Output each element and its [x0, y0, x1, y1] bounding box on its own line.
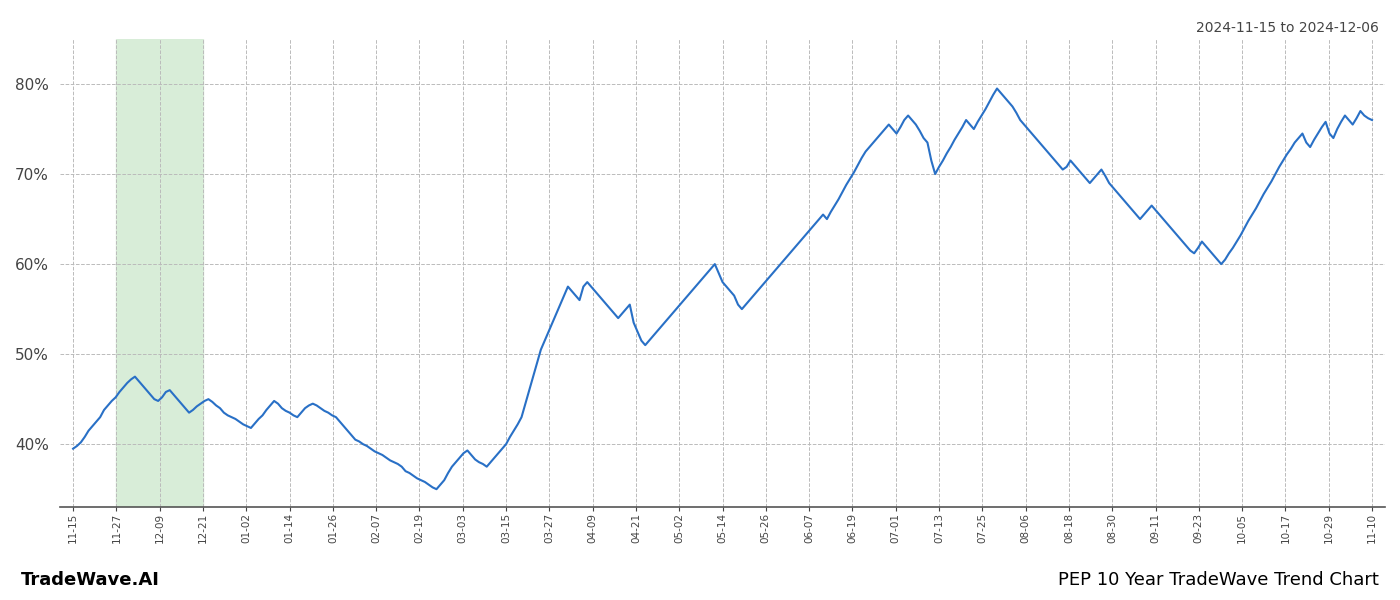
Text: TradeWave.AI: TradeWave.AI: [21, 571, 160, 589]
Text: PEP 10 Year TradeWave Trend Chart: PEP 10 Year TradeWave Trend Chart: [1058, 571, 1379, 589]
Text: 2024-11-15 to 2024-12-06: 2024-11-15 to 2024-12-06: [1196, 21, 1379, 35]
Bar: [116, 39, 203, 507]
